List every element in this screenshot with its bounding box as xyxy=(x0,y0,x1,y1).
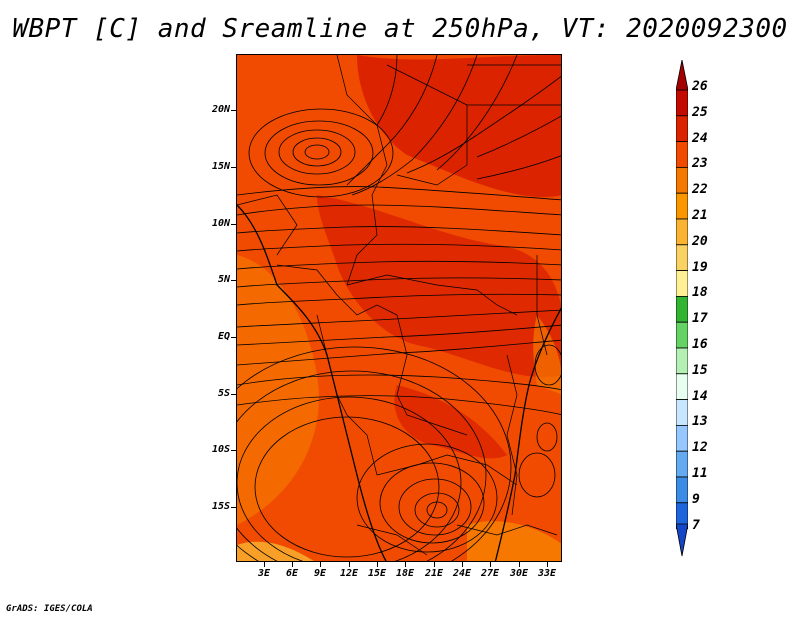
colorbar-cell xyxy=(676,295,688,323)
lat-label-10n: 10N xyxy=(211,218,230,229)
lat-label-20n: 20N xyxy=(211,104,230,115)
lat-tick xyxy=(231,394,236,395)
colorbar-cell xyxy=(676,244,688,272)
colorbar-label: 24 xyxy=(692,130,708,146)
lon-label-21e: 21E xyxy=(424,568,444,579)
lon-label-18e: 18E xyxy=(395,568,415,579)
colorbar-label: 13 xyxy=(692,414,708,430)
colorbar-label: 17 xyxy=(692,311,708,327)
wbpt-patch-central xyxy=(317,195,561,377)
country-boundaries xyxy=(237,55,561,556)
lat-label-15n: 15N xyxy=(211,161,230,172)
colorbar-cell xyxy=(676,373,688,400)
lat-tick xyxy=(231,337,236,338)
lat-tick xyxy=(231,507,236,508)
wbpt-patch-north xyxy=(357,55,561,197)
lon-tick xyxy=(377,562,378,567)
lat-label-eq: EQ xyxy=(217,331,230,342)
colorbar-cell xyxy=(676,321,688,349)
colorbar-label: 21 xyxy=(692,208,708,223)
colorbar-label: 18 xyxy=(692,285,708,301)
wbpt-patch-west xyxy=(237,255,319,525)
map-panel xyxy=(236,54,562,562)
colorbar-cells xyxy=(676,89,688,529)
colorbar-cell xyxy=(676,424,688,452)
colorbar-cell xyxy=(676,450,688,478)
map-field xyxy=(237,55,561,561)
lon-label-30e: 30E xyxy=(509,568,529,579)
colorbar xyxy=(676,60,688,557)
colorbar-cell xyxy=(676,347,688,375)
lat-tick xyxy=(231,224,236,225)
colorbar-label: 7 xyxy=(692,517,700,533)
lon-tick xyxy=(264,562,265,567)
colorbar-top-arrow xyxy=(676,60,688,91)
colorbar-cell xyxy=(676,141,688,168)
colorbar-cell xyxy=(676,167,688,194)
map-title: WBPT [C] and Sreamline at 250hPa, VT: 20… xyxy=(12,14,788,44)
lon-tick xyxy=(519,562,520,567)
lat-tick xyxy=(231,167,236,168)
lat-label-5s: 5S xyxy=(217,388,230,399)
wbpt-patch-se xyxy=(467,521,561,561)
lon-tick xyxy=(405,562,406,567)
colorbar-label: 22 xyxy=(692,182,708,198)
lon-tick xyxy=(434,562,435,567)
lat-tick xyxy=(231,280,236,281)
lon-label-9e: 9E xyxy=(313,568,327,579)
lat-tick xyxy=(231,450,236,451)
colorbar-label: 26 xyxy=(692,79,708,94)
colorbar-label: 20 xyxy=(692,233,708,249)
colorbar-label: 15 xyxy=(692,362,708,378)
colorbar-cell xyxy=(676,192,688,220)
lon-label-3e: 3E xyxy=(257,568,271,579)
lon-tick xyxy=(462,562,463,567)
lon-label-27e: 27E xyxy=(480,568,500,579)
colorbar-label: 14 xyxy=(692,388,708,404)
coastline-east xyxy=(494,307,561,561)
lon-tick xyxy=(547,562,548,567)
colorbar-cell xyxy=(676,115,688,142)
colorbar-label: 25 xyxy=(692,104,708,120)
lon-tick xyxy=(292,562,293,567)
colorbar-label: 19 xyxy=(692,259,708,275)
lon-label-24e: 24E xyxy=(452,568,472,579)
colorbar-cell xyxy=(676,218,688,246)
colorbar-bottom-arrow xyxy=(676,523,688,557)
lon-tick xyxy=(349,562,350,567)
wbpt-patch-south xyxy=(394,385,507,459)
colorbar-label: 12 xyxy=(692,440,708,456)
colorbar-cell xyxy=(676,399,688,426)
lon-label-12e: 12E xyxy=(339,568,359,579)
lon-tick xyxy=(320,562,321,567)
lon-label-15e: 15E xyxy=(367,568,387,579)
wbpt-patch-sw xyxy=(237,541,314,561)
colorbar-cell xyxy=(676,476,688,504)
lon-label-6e: 6E xyxy=(285,568,299,579)
lat-label-5n: 5N xyxy=(217,274,230,285)
lat-label-15s: 15S xyxy=(211,501,230,512)
colorbar-label: 9 xyxy=(692,491,700,507)
footer-credit: GrADS: IGES/COLA xyxy=(6,604,93,614)
colorbar-label: 23 xyxy=(692,156,708,172)
lon-tick xyxy=(490,562,491,567)
lat-tick xyxy=(231,110,236,111)
streamlines xyxy=(237,55,561,561)
colorbar-label: 16 xyxy=(692,337,708,352)
lat-label-10s: 10S xyxy=(211,444,230,455)
colorbar-cell xyxy=(676,89,688,117)
colorbar-label: 11 xyxy=(692,466,708,481)
colorbar-cell xyxy=(676,270,688,297)
coastline-west xyxy=(237,204,387,561)
lon-label-33e: 33E xyxy=(537,568,557,579)
